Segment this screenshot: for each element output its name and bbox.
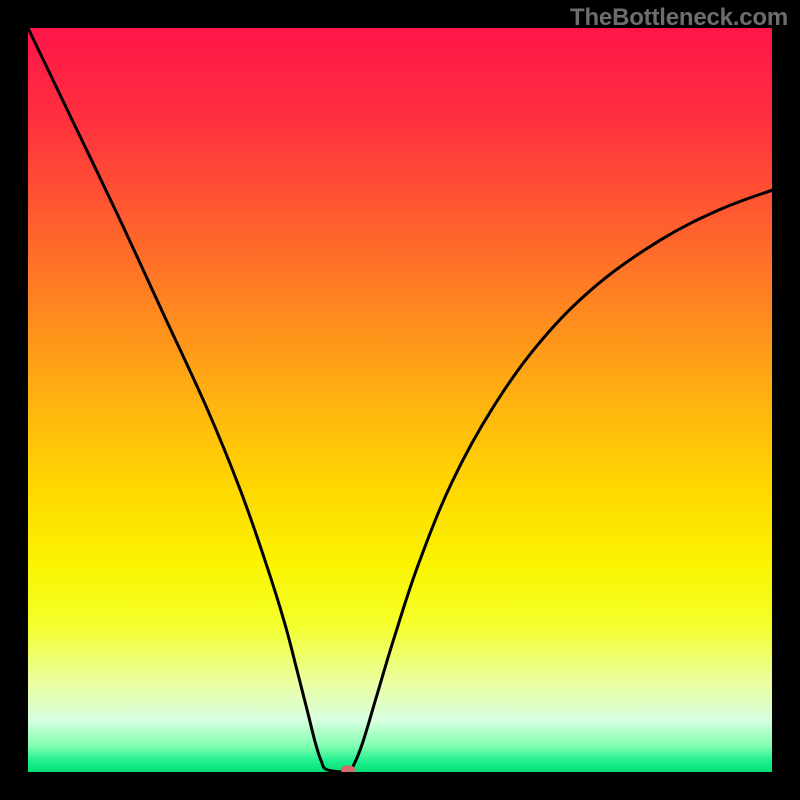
bottleneck-chart [0,0,800,800]
gradient-background [28,28,772,772]
chart-container: TheBottleneck.com [0,0,800,800]
watermark-text: TheBottleneck.com [570,4,788,32]
